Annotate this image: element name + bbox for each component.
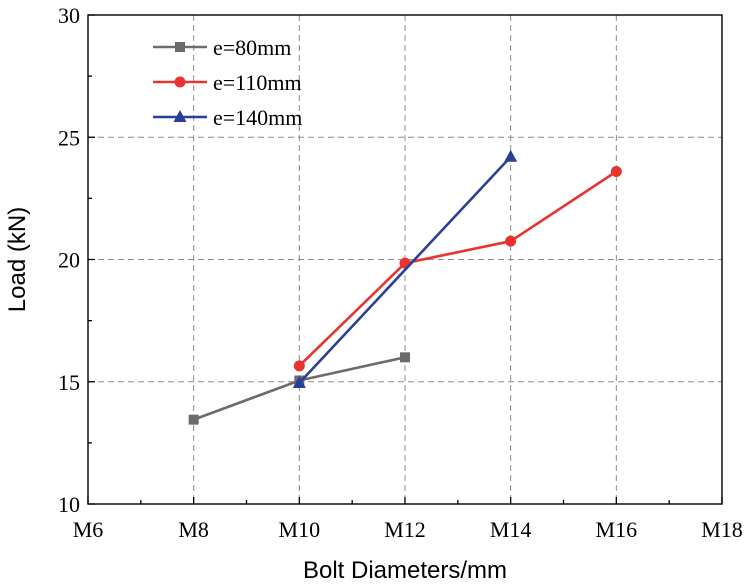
series-line xyxy=(298,155,512,384)
x-tick-label: M6 xyxy=(73,517,104,542)
x-axis-title: Bolt Diameters/mm xyxy=(303,557,507,584)
legend-item: e=140mm xyxy=(153,105,302,130)
y-tick-label: 25 xyxy=(58,125,80,150)
series-line xyxy=(298,170,618,367)
x-tick-label: M14 xyxy=(490,517,532,542)
y-tick-label: 15 xyxy=(58,370,80,395)
y-tick-label: 20 xyxy=(58,248,80,273)
data-point xyxy=(610,165,622,177)
data-point xyxy=(400,352,410,363)
legend-marker xyxy=(174,76,186,88)
y-tick-label: 30 xyxy=(58,3,80,28)
legend-marker xyxy=(173,110,187,122)
legend-item: e=110mm xyxy=(153,70,302,95)
plot-frame xyxy=(87,14,723,505)
legend-label: e=110mm xyxy=(213,70,302,95)
data-point xyxy=(504,149,518,162)
x-tick-label: M18 xyxy=(701,517,743,542)
series-e=140mm xyxy=(292,149,518,388)
legend: e=80mm e=110mm e=140mm xyxy=(153,35,302,130)
legend-item: e=80mm xyxy=(153,35,291,60)
y-tick-labels: 10 15 20 25 30 xyxy=(58,3,80,517)
x-tick-label: M16 xyxy=(596,517,638,542)
y-tick-label: 10 xyxy=(58,492,80,517)
x-tick-label: M8 xyxy=(178,517,209,542)
data-point xyxy=(293,360,305,372)
x-tick-label: M12 xyxy=(384,517,426,542)
series-e=110mm xyxy=(293,165,622,372)
legend-label: e=80mm xyxy=(213,35,291,60)
legend-marker xyxy=(175,42,185,52)
y-axis-title: Load (kN) xyxy=(4,207,31,312)
data-point xyxy=(292,375,306,388)
data-point xyxy=(505,235,517,247)
x-tick-labels: M6 M8 M10 M12 M14 M16 M18 xyxy=(73,517,743,542)
legend-label: e=140mm xyxy=(213,105,302,130)
x-tick-label: M10 xyxy=(279,517,321,542)
series xyxy=(188,149,622,425)
data-point xyxy=(188,414,199,425)
